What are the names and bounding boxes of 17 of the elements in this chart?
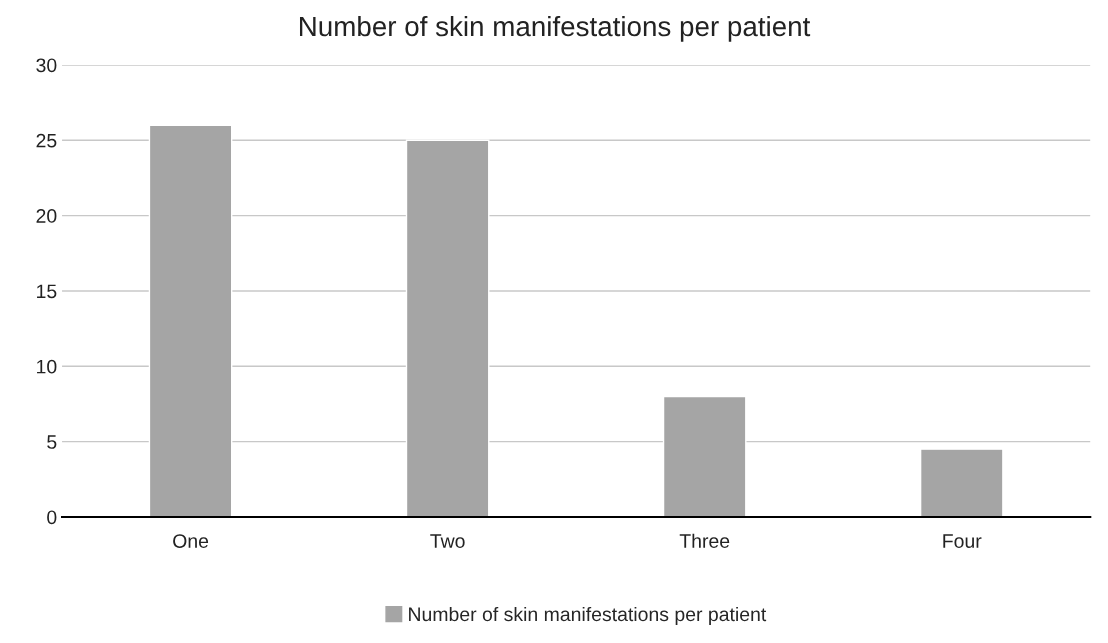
- y-tick-label: 25: [36, 133, 57, 148]
- x-tick-label: One: [173, 534, 209, 548]
- y-tick-label: 20: [36, 209, 57, 223]
- bar: [919, 448, 1004, 517]
- bar: [405, 139, 490, 517]
- y-tick-label: 15: [37, 284, 57, 299]
- bar: [148, 124, 233, 517]
- y-tick-label: 10: [37, 359, 57, 374]
- bar: [662, 395, 747, 517]
- x-tick-label: Two: [430, 534, 465, 548]
- legend-label: Number of skin manifestations per patient: [409, 606, 767, 626]
- y-tick-label: 0: [47, 510, 57, 525]
- chart-title: Number of skin manifestations per patient: [300, 15, 811, 42]
- x-tick-label: Three: [679, 533, 730, 548]
- y-tick-label: 5: [47, 435, 57, 449]
- y-tick-label: 30: [36, 58, 57, 73]
- x-tick-label: Four: [943, 534, 982, 548]
